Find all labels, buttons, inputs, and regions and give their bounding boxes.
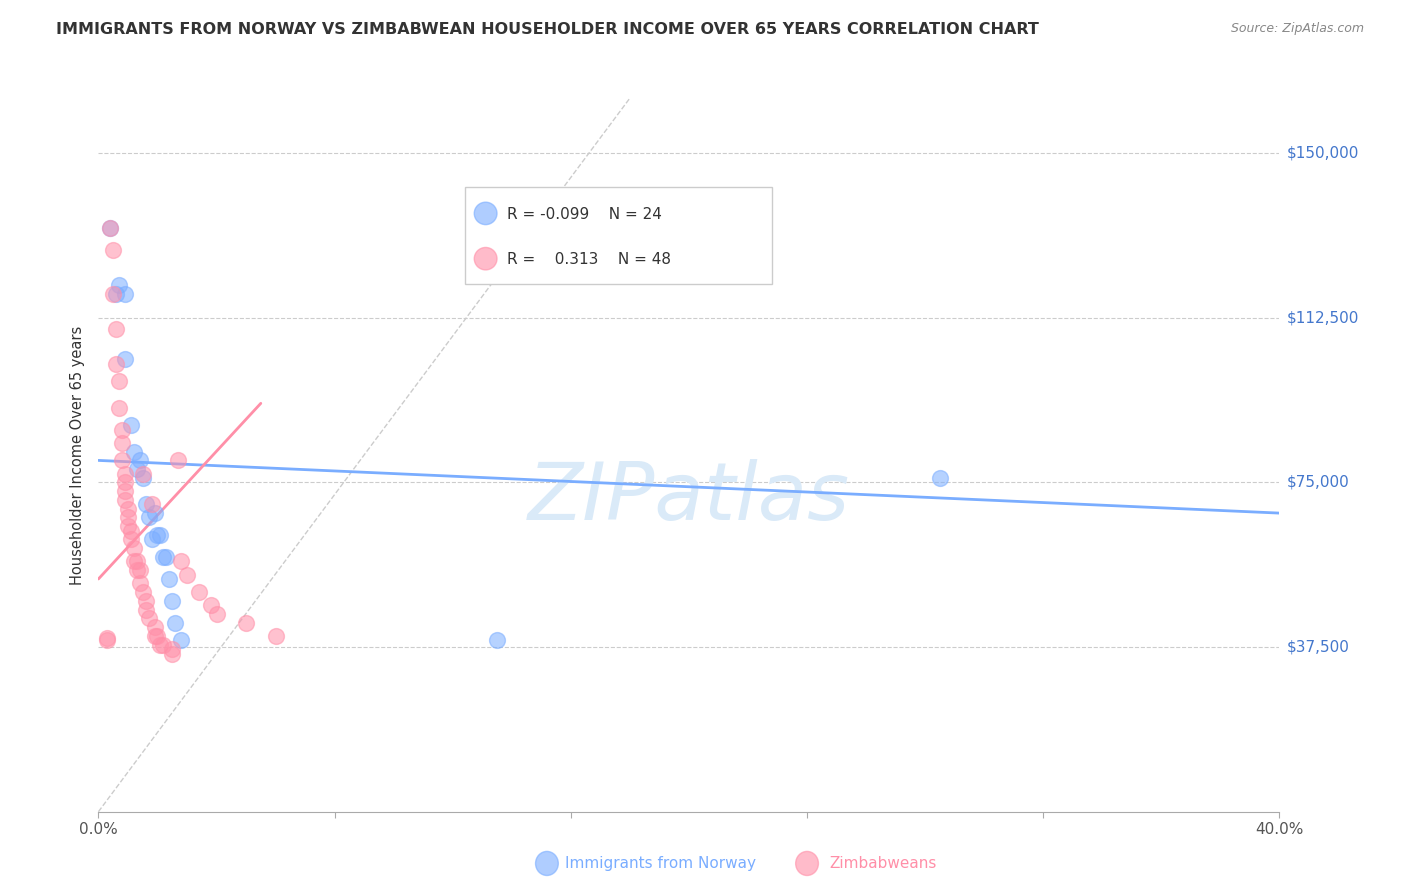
Point [114,475,136,490]
Point [170,554,193,568]
Circle shape [536,851,558,876]
Point [128,576,150,591]
Point [141,533,163,547]
Point [132,467,155,481]
Point [165,615,187,630]
Point [105,321,128,335]
Point [128,453,150,467]
Text: $37,500: $37,500 [1286,640,1350,655]
Point [96,632,118,646]
Point [103,286,125,301]
Circle shape [474,247,498,270]
Point [162,642,183,657]
Point [114,492,136,507]
Point [125,554,148,568]
Point [125,563,148,577]
Point [132,585,155,599]
Text: R =    0.313    N = 48: R = 0.313 N = 48 [506,252,671,267]
Point [117,510,139,524]
Point [170,633,193,648]
Text: Immigrants from Norway: Immigrants from Norway [565,856,756,871]
Text: Source: ZipAtlas.com: Source: ZipAtlas.com [1230,22,1364,36]
Point [264,629,287,643]
Point [146,528,169,542]
Point [111,453,134,467]
Point [120,418,142,433]
Point [162,647,183,661]
Point [200,599,222,613]
Point [143,629,166,643]
Point [141,497,163,511]
Point [108,277,131,292]
Point [111,423,134,437]
Point [122,541,145,556]
Point [135,497,157,511]
Point [108,375,131,389]
Point [135,594,157,608]
Point [152,638,174,652]
Text: Zimbabweans: Zimbabweans [830,856,936,871]
Point [205,607,228,621]
Point [114,286,136,301]
Point [135,603,157,617]
Circle shape [474,202,498,225]
Point [98,220,121,235]
Point [105,286,128,301]
Circle shape [796,851,818,876]
Point [146,629,169,643]
Point [128,563,150,577]
Point [157,572,180,586]
Point [162,594,183,608]
Point [152,549,174,564]
Point [125,462,148,476]
Y-axis label: Householder Income Over 65 years: Householder Income Over 65 years [70,326,86,584]
Text: $112,500: $112,500 [1286,310,1358,326]
Point [122,554,145,568]
Point [117,501,139,516]
Text: R = -0.099    N = 24: R = -0.099 N = 24 [506,207,662,222]
Point [149,638,172,652]
Point [149,528,172,542]
Text: $150,000: $150,000 [1286,145,1358,161]
Point [138,510,160,524]
Point [111,435,134,450]
Point [176,567,198,582]
Point [486,633,509,648]
Point [132,471,155,485]
Text: ZIPatlas: ZIPatlas [527,458,851,537]
Point [120,524,142,538]
Point [928,471,950,485]
Point [117,519,139,533]
Point [167,453,190,467]
Text: $75,000: $75,000 [1286,475,1350,490]
Point [114,467,136,481]
Text: IMMIGRANTS FROM NORWAY VS ZIMBABWEAN HOUSEHOLDER INCOME OVER 65 YEARS CORRELATIO: IMMIGRANTS FROM NORWAY VS ZIMBABWEAN HOU… [56,22,1039,37]
Point [187,585,209,599]
Point [96,633,118,648]
Point [235,615,257,630]
Point [105,357,128,371]
Point [120,533,142,547]
Point [143,506,166,520]
Point [114,484,136,499]
Point [98,220,121,235]
Point [122,444,145,458]
Point [143,620,166,634]
Point [155,549,177,564]
Point [103,243,125,257]
Point [114,352,136,367]
Point [108,401,131,415]
Point [138,611,160,625]
